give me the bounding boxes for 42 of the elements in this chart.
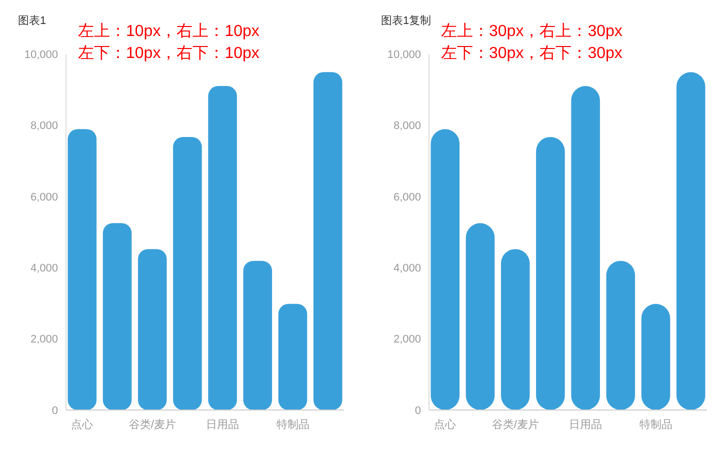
annotation: 左下：10px，右下：10px xyxy=(78,45,260,62)
y-tick-label: 2,000 xyxy=(30,334,58,346)
chart-title: 图表1复制 xyxy=(381,14,432,27)
bar xyxy=(138,249,167,410)
y-tick-label: 0 xyxy=(52,404,58,417)
bar xyxy=(278,304,308,410)
x-tick-label: 特制品 xyxy=(276,418,310,431)
bar xyxy=(208,86,237,410)
bar xyxy=(243,260,272,410)
y-tick-label: 8,000 xyxy=(393,120,421,132)
y-tick-label: 10,000 xyxy=(387,48,421,61)
y-tick-label: 2,000 xyxy=(393,334,421,346)
bar xyxy=(536,136,565,410)
chart-title: 图表1 xyxy=(18,14,46,27)
bar xyxy=(606,260,636,410)
bar xyxy=(430,129,460,410)
y-tick-label: 4,000 xyxy=(30,262,58,274)
x-tick-label: 谷类/麦片 xyxy=(128,418,176,431)
annotation: 左下：30px，右下：30px xyxy=(441,45,622,62)
y-tick-label: 6,000 xyxy=(393,191,421,204)
y-tick-label: 8,000 xyxy=(30,120,58,132)
y-tick-label: 10,000 xyxy=(24,48,58,61)
y-tick-label: 4,000 xyxy=(393,262,421,274)
bar xyxy=(68,129,97,410)
y-tick-label: 0 xyxy=(414,404,421,417)
x-tick-label: 点心 xyxy=(434,418,456,431)
bar xyxy=(102,223,132,410)
x-tick-label: 谷类/麦片 xyxy=(492,418,539,431)
text: 左上：10px，右上：10px xyxy=(78,22,260,40)
x-tick-label: 日用品 xyxy=(569,419,602,431)
bar xyxy=(571,86,600,410)
bar xyxy=(676,72,706,410)
bar xyxy=(641,304,670,410)
x-tick-label: 点心 xyxy=(71,418,94,431)
bar xyxy=(173,136,202,410)
bar xyxy=(500,249,530,410)
bar xyxy=(313,72,342,410)
y-tick-label: 6,000 xyxy=(30,191,58,204)
x-tick-label: 日用品 xyxy=(206,419,240,431)
x-tick-label: 特制品 xyxy=(639,418,672,431)
text: 左上：30px，右上：30px xyxy=(441,22,622,40)
bar xyxy=(466,223,495,410)
